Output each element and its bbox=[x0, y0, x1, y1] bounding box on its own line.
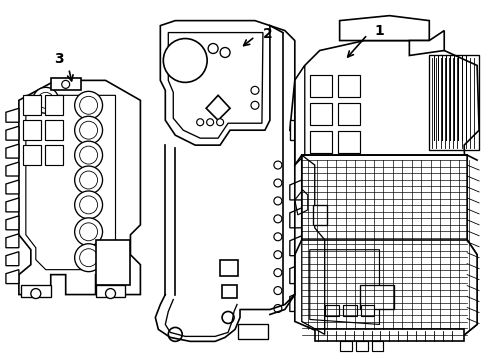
Circle shape bbox=[80, 196, 98, 214]
Circle shape bbox=[274, 197, 282, 205]
Polygon shape bbox=[6, 216, 19, 230]
Bar bbox=[220, 260, 238, 276]
Circle shape bbox=[62, 80, 70, 88]
Circle shape bbox=[168, 328, 182, 341]
Bar bbox=[23, 145, 41, 165]
Polygon shape bbox=[290, 292, 302, 311]
Polygon shape bbox=[290, 264, 302, 284]
Circle shape bbox=[274, 233, 282, 241]
Bar bbox=[429, 55, 479, 150]
Polygon shape bbox=[19, 80, 141, 294]
Bar bbox=[23, 95, 41, 115]
Bar bbox=[45, 120, 63, 140]
Circle shape bbox=[80, 171, 98, 189]
Circle shape bbox=[74, 218, 102, 246]
Circle shape bbox=[105, 289, 116, 298]
Polygon shape bbox=[6, 252, 19, 266]
Circle shape bbox=[74, 244, 102, 272]
Polygon shape bbox=[6, 144, 19, 158]
Circle shape bbox=[251, 86, 259, 94]
Polygon shape bbox=[290, 41, 479, 339]
Bar bbox=[96, 240, 130, 285]
Circle shape bbox=[80, 223, 98, 241]
Circle shape bbox=[80, 146, 98, 164]
Polygon shape bbox=[6, 126, 19, 140]
Bar bbox=[325, 305, 339, 316]
Polygon shape bbox=[6, 180, 19, 194]
Polygon shape bbox=[6, 108, 19, 122]
Circle shape bbox=[31, 289, 41, 298]
Circle shape bbox=[80, 249, 98, 267]
Circle shape bbox=[74, 116, 102, 144]
Bar bbox=[313, 205, 327, 225]
Polygon shape bbox=[6, 270, 19, 284]
Polygon shape bbox=[160, 21, 270, 145]
Polygon shape bbox=[409, 31, 444, 55]
Bar bbox=[360, 285, 394, 310]
Text: 3: 3 bbox=[54, 53, 64, 67]
Circle shape bbox=[80, 121, 98, 139]
Circle shape bbox=[217, 119, 223, 126]
Circle shape bbox=[274, 269, 282, 276]
Circle shape bbox=[251, 101, 259, 109]
Bar bbox=[222, 285, 237, 298]
Polygon shape bbox=[6, 198, 19, 212]
Polygon shape bbox=[290, 236, 302, 256]
Circle shape bbox=[74, 191, 102, 219]
Circle shape bbox=[196, 119, 204, 126]
Bar bbox=[356, 341, 368, 351]
Bar bbox=[21, 285, 51, 297]
Circle shape bbox=[74, 91, 102, 119]
Polygon shape bbox=[295, 155, 477, 337]
Circle shape bbox=[74, 166, 102, 194]
Circle shape bbox=[163, 39, 207, 82]
Bar bbox=[340, 341, 352, 351]
Bar bbox=[23, 120, 41, 140]
Circle shape bbox=[38, 92, 54, 108]
Circle shape bbox=[207, 119, 214, 126]
Circle shape bbox=[274, 179, 282, 187]
Circle shape bbox=[274, 161, 282, 169]
Polygon shape bbox=[295, 66, 305, 165]
Polygon shape bbox=[290, 120, 302, 140]
Circle shape bbox=[274, 287, 282, 294]
Bar bbox=[371, 341, 384, 351]
Polygon shape bbox=[290, 180, 302, 200]
Circle shape bbox=[74, 141, 102, 169]
Circle shape bbox=[220, 48, 230, 58]
Polygon shape bbox=[290, 208, 302, 228]
Bar bbox=[238, 324, 268, 339]
Text: 2: 2 bbox=[263, 27, 272, 41]
Bar bbox=[361, 305, 374, 316]
Circle shape bbox=[80, 96, 98, 114]
Bar bbox=[343, 305, 357, 316]
Text: 1: 1 bbox=[374, 23, 384, 37]
Circle shape bbox=[274, 305, 282, 312]
Bar bbox=[45, 145, 63, 165]
Bar bbox=[45, 95, 63, 115]
Polygon shape bbox=[6, 162, 19, 176]
Bar bbox=[51, 78, 81, 90]
Circle shape bbox=[274, 251, 282, 259]
Circle shape bbox=[222, 311, 234, 323]
Circle shape bbox=[33, 87, 59, 113]
Polygon shape bbox=[340, 15, 429, 41]
Circle shape bbox=[274, 215, 282, 223]
Polygon shape bbox=[206, 95, 230, 120]
Bar bbox=[96, 285, 125, 297]
Circle shape bbox=[208, 44, 218, 54]
Polygon shape bbox=[6, 234, 19, 248]
Bar bbox=[315, 329, 464, 341]
